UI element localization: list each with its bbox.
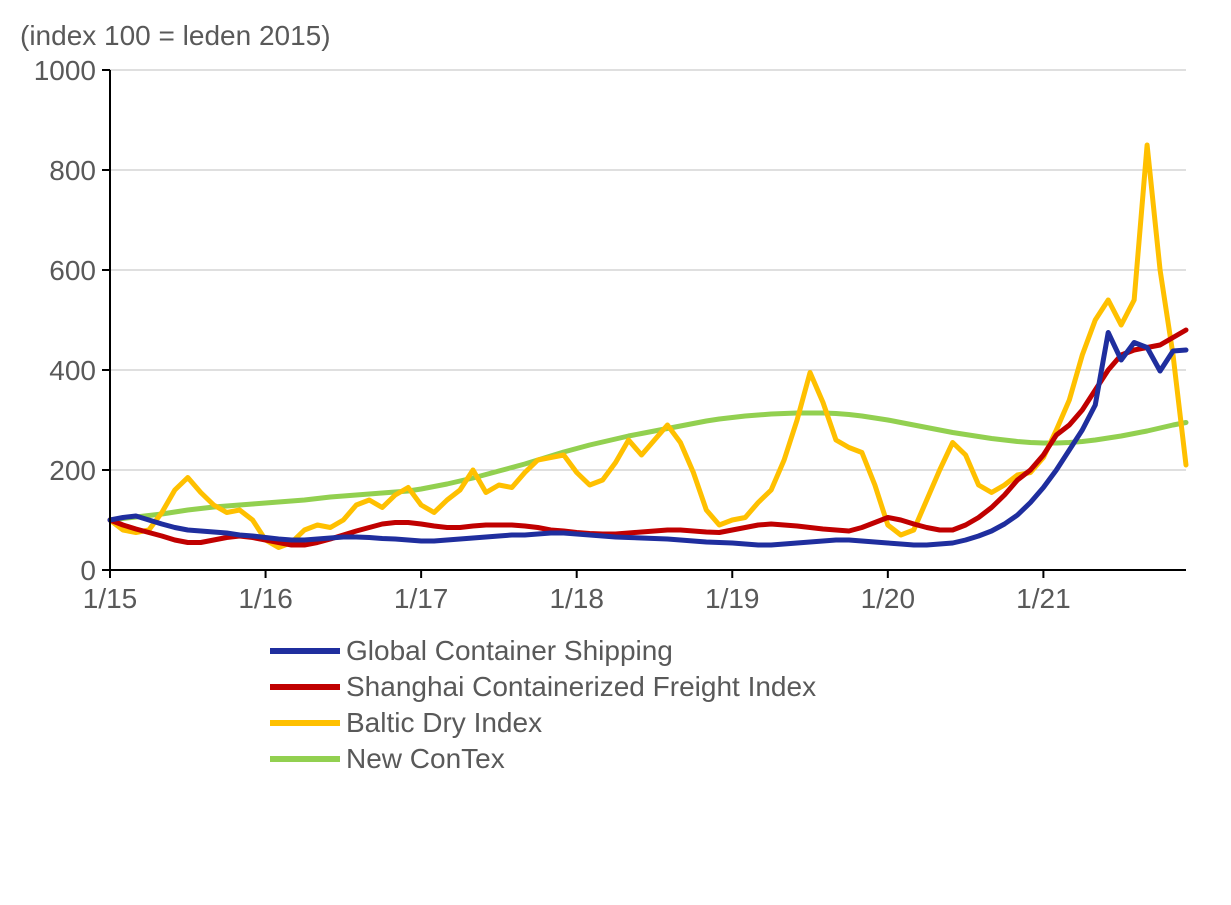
y-tick-label: 800 — [49, 155, 96, 186]
y-tick-label: 400 — [49, 355, 96, 386]
chart-subtitle: (index 100 = leden 2015) — [20, 20, 1211, 52]
x-tick-label: 1/17 — [394, 583, 449, 614]
chart-container: (index 100 = leden 2015) 0 200 400 600 800 10… — [20, 20, 1211, 885]
y-tick-label: 0 — [80, 555, 96, 586]
legend-swatch — [270, 720, 340, 726]
legend-label: Baltic Dry Index — [346, 707, 542, 739]
legend-item: Shanghai Containerized Freight Index — [270, 671, 816, 703]
legend-label: Shanghai Containerized Freight Index — [346, 671, 816, 703]
x-tick-label: 1/16 — [238, 583, 293, 614]
x-tick-label: 1/15 — [83, 583, 138, 614]
legend-swatch — [270, 756, 340, 762]
legend-swatch — [270, 648, 340, 654]
x-tick-label: 1/18 — [549, 583, 604, 614]
legend-item: New ConTex — [270, 743, 505, 775]
y-tick-label: 600 — [49, 255, 96, 286]
y-tick-label: 1000 — [34, 60, 96, 86]
legend-item: Baltic Dry Index — [270, 707, 542, 739]
line-chart: 0 200 400 600 800 1000 1/15 1/16 1/17 1/18 1/19 1/2… — [20, 60, 1211, 620]
x-tick-label: 1/20 — [861, 583, 916, 614]
legend: Global Container Shipping Shanghai Contai… — [20, 635, 1211, 775]
series-line — [110, 145, 1186, 548]
legend-swatch — [270, 684, 340, 690]
y-tick-label: 200 — [49, 455, 96, 486]
legend-item: Global Container Shipping — [270, 635, 673, 667]
legend-label: Global Container Shipping — [346, 635, 673, 667]
series-line — [110, 413, 1186, 520]
x-tick-label: 1/19 — [705, 583, 760, 614]
series-line — [110, 330, 1186, 545]
series-line — [110, 333, 1186, 546]
x-tick-label: 1/21 — [1016, 583, 1071, 614]
legend-label: New ConTex — [346, 743, 505, 775]
